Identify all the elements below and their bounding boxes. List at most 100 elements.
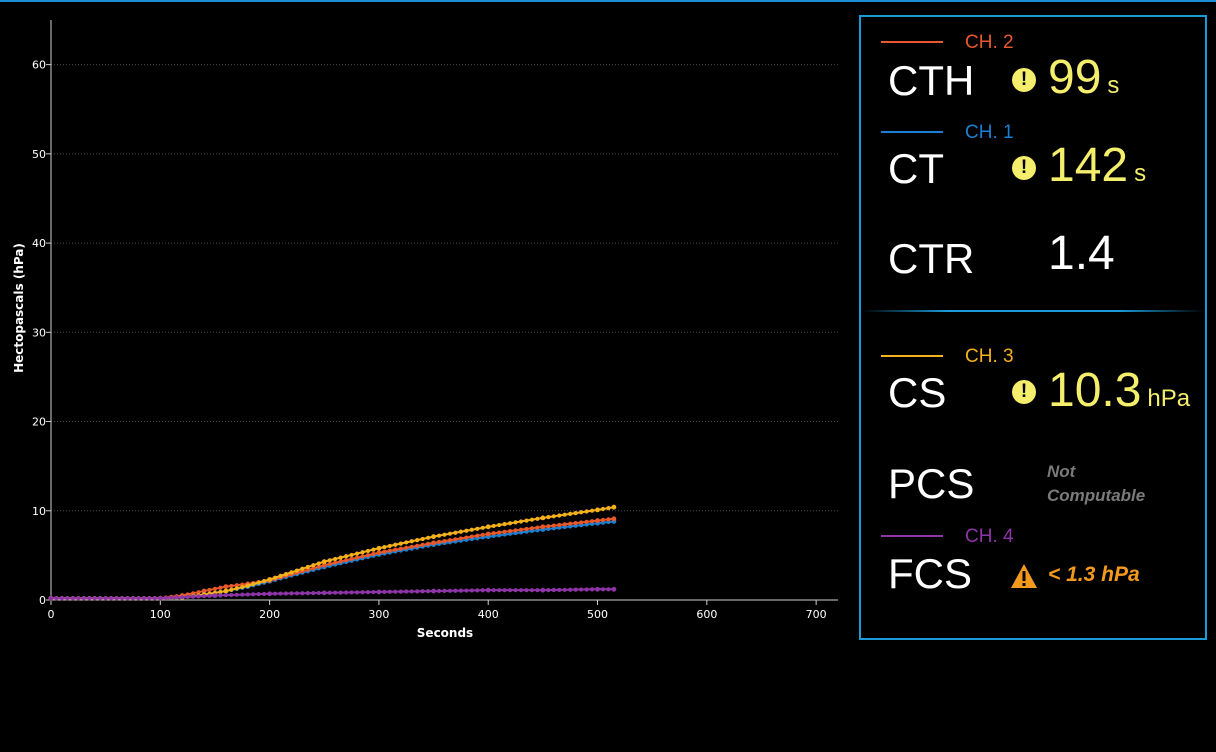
data-point <box>426 535 431 540</box>
data-point <box>611 504 617 510</box>
data-point <box>436 533 442 538</box>
x-tick-label: 700 <box>806 608 827 621</box>
data-point <box>535 525 540 530</box>
data-point <box>393 542 398 547</box>
data-point <box>535 516 540 521</box>
data-point <box>589 508 595 513</box>
data-point <box>333 590 338 595</box>
data-point <box>518 527 524 532</box>
data-point <box>485 587 491 593</box>
data-point <box>157 595 163 601</box>
y-tick-label: 60 <box>32 59 46 72</box>
data-point <box>207 593 212 598</box>
data-point <box>485 531 491 537</box>
data-point <box>398 546 403 551</box>
data-point <box>584 509 589 514</box>
legend-ch1-label: CH. 1 <box>965 122 1014 143</box>
cs-warning-icon: ! <box>1012 380 1036 404</box>
pcs-name: PCS <box>888 460 975 507</box>
data-point <box>453 537 458 542</box>
data-point <box>584 587 589 592</box>
data-point <box>453 588 458 593</box>
data-point <box>240 592 245 597</box>
data-point <box>76 596 81 601</box>
data-point <box>584 519 589 524</box>
data-point <box>606 505 611 511</box>
data-point <box>218 585 223 590</box>
data-point <box>600 587 606 592</box>
data-point <box>595 586 600 592</box>
data-point <box>300 566 305 571</box>
data-point <box>404 589 409 594</box>
data-point <box>507 529 513 534</box>
data-point <box>562 512 567 517</box>
data-point <box>579 510 584 515</box>
data-point <box>464 588 469 593</box>
data-point <box>458 529 463 534</box>
data-point <box>289 570 294 575</box>
ct-value-group: 142 s <box>1048 142 1146 190</box>
data-point <box>196 590 201 595</box>
data-point <box>535 588 540 593</box>
grid-layer <box>51 64 838 512</box>
data-point <box>398 589 403 594</box>
x-tick-label: 300 <box>368 608 389 621</box>
data-point <box>529 526 535 531</box>
data-point <box>436 588 442 594</box>
data-point <box>502 522 507 527</box>
data-point <box>321 559 327 565</box>
data-point <box>507 588 513 593</box>
data-point <box>305 591 310 596</box>
data-point <box>141 596 147 601</box>
data-point <box>327 590 332 595</box>
series-ch-4 <box>48 586 617 601</box>
data-point <box>546 587 551 593</box>
data-point <box>579 587 584 592</box>
cs-value-group: 10.3 hPa <box>1048 367 1190 415</box>
data-point <box>442 588 447 593</box>
data-point <box>278 591 283 596</box>
data-point <box>272 575 278 580</box>
data-point <box>464 535 469 540</box>
data-point <box>278 573 283 579</box>
data-point <box>196 594 201 599</box>
data-point <box>442 532 447 537</box>
data-point <box>234 583 239 588</box>
data-point <box>568 521 573 526</box>
data-point <box>371 551 376 557</box>
data-point <box>338 590 343 595</box>
data-point <box>365 548 371 554</box>
pcs-value: Not Computable <box>1047 460 1177 508</box>
data-point <box>262 591 267 597</box>
data-point <box>114 596 119 601</box>
data-point <box>475 588 480 593</box>
data-point <box>321 590 327 596</box>
data-point <box>327 558 332 563</box>
data-point <box>59 596 65 601</box>
data-point <box>409 589 414 594</box>
legend-ch2: CH. 2 <box>861 32 1201 53</box>
cs-name: CS <box>888 369 947 416</box>
data-point <box>344 590 349 595</box>
data-point <box>267 577 273 582</box>
data-point <box>573 587 578 592</box>
data-point <box>251 592 256 597</box>
data-point <box>447 531 453 536</box>
data-point <box>234 592 239 597</box>
data-point <box>480 525 485 530</box>
data-point <box>420 542 425 547</box>
legend-ch3-label: CH. 3 <box>965 346 1014 367</box>
data-point <box>491 531 496 536</box>
data-point <box>393 589 398 594</box>
data-point <box>398 541 403 546</box>
data-point <box>185 594 190 599</box>
data-point <box>316 561 321 566</box>
data-point <box>502 588 507 593</box>
data-point <box>234 586 239 591</box>
ct-value: 142 <box>1048 139 1129 192</box>
data-point <box>371 589 376 595</box>
data-point <box>109 596 114 601</box>
data-point <box>311 590 316 596</box>
x-tick-label: 600 <box>696 608 717 621</box>
